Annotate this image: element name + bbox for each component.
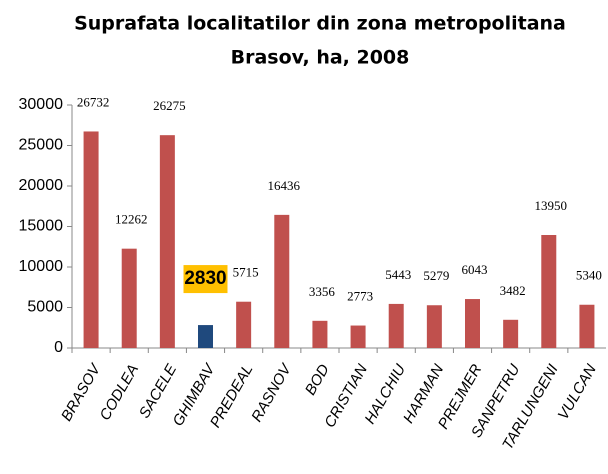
value-label: 3482 [500,283,526,298]
y-tick-label: 10000 [19,258,64,275]
bar [541,235,557,348]
y-tick-label: 25000 [19,137,64,154]
value-label: 26732 [77,94,110,109]
y-tick-label: 30000 [19,96,64,113]
bar [503,319,519,348]
y-tick-label: 5000 [27,299,63,316]
bar [83,131,99,348]
value-label: 2773 [347,289,373,304]
x-tick-label: VULCAN [555,361,600,422]
y-tick-label: 0 [54,339,63,356]
bar [121,248,137,348]
y-tick-label: 15000 [19,218,64,235]
value-label-box [183,265,228,294]
value-label: 12262 [115,212,148,227]
bar [465,299,480,348]
value-label: 2830 [184,268,226,289]
bar [426,305,442,348]
bar [236,301,252,348]
value-label: 13950 [535,198,568,213]
value-label: 5443 [385,267,411,282]
chart-title: Suprafata localitatilor din zona metropo… [74,13,566,35]
chart-title: Brasov, ha, 2008 [231,47,410,69]
value-label: 6043 [462,262,488,277]
y-tick-label: 20000 [19,177,64,194]
bar [198,325,213,348]
bar [388,303,404,348]
bar [312,320,328,348]
value-label: 5279 [423,268,449,283]
bar [274,214,290,348]
bar [159,135,175,348]
value-label: 5715 [233,265,259,280]
value-label: 26275 [153,98,186,113]
value-label: 16436 [268,178,301,193]
bar [350,325,366,348]
x-tick-label: BOD [302,361,333,398]
value-label: 5340 [576,268,602,283]
value-label: 3356 [309,284,336,299]
bar [579,304,595,348]
